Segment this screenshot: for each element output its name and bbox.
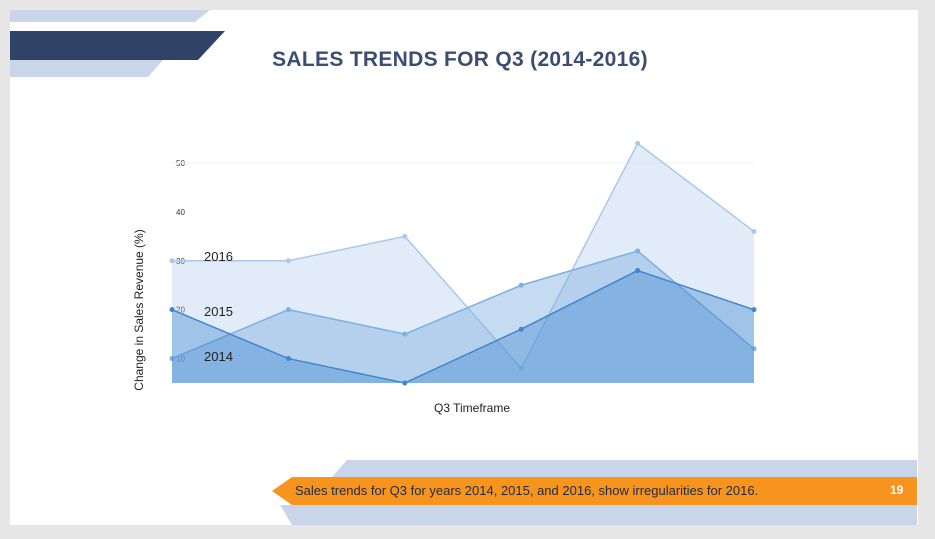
header-decoration	[10, 10, 225, 77]
series-layer	[169, 140, 757, 386]
y-tick-label: 40	[176, 208, 185, 217]
data-point-2016	[285, 258, 291, 264]
y-tick-label: 10	[176, 355, 185, 364]
data-point-2015	[402, 331, 408, 337]
footer-band-light-bottom	[280, 505, 917, 525]
data-point-2014	[285, 356, 291, 362]
y-axis-label: Change in Sales Revenue (%)	[132, 229, 146, 391]
series-label-2015: 2015	[204, 304, 233, 319]
data-point-2015	[518, 282, 524, 288]
footer-band	[272, 460, 917, 525]
data-point-2014	[635, 268, 641, 274]
header-band-navy	[10, 31, 225, 60]
series-line-2014	[171, 269, 755, 384]
footer-caption: Sales trends for Q3 for years 2014, 2015…	[295, 483, 759, 498]
header-band-light-top	[10, 10, 210, 22]
data-point-2016	[635, 140, 641, 146]
data-point-2016	[402, 233, 408, 239]
data-point-2014	[751, 307, 757, 313]
series-area-2015	[172, 251, 754, 383]
slide: SALES TRENDS FOR Q3 (2014-2016) 10 20 30 40…	[10, 10, 918, 525]
series-area-2016	[172, 143, 754, 383]
data-point-2015	[635, 248, 641, 254]
data-point-2016	[169, 258, 175, 264]
data-point-2014	[169, 307, 175, 313]
slide-title: SALES TRENDS FOR Q3 (2014-2016)	[272, 48, 648, 71]
series-line-2016	[172, 142, 755, 370]
data-point-2014	[518, 326, 524, 332]
series-label-2014: 2014	[204, 349, 233, 364]
data-point-2016	[518, 365, 524, 371]
header-band-light-bottom	[10, 60, 163, 77]
data-point-2014	[402, 380, 408, 386]
page-number: 19	[890, 483, 904, 497]
series-area-2014	[172, 270, 754, 383]
series-labels: 2016 2015 2014	[204, 249, 233, 364]
footer-band-orange	[272, 477, 917, 505]
series-label-2016: 2016	[204, 249, 233, 264]
data-point-2015	[285, 307, 291, 313]
data-point-2015	[751, 346, 757, 352]
series-line-2015	[171, 250, 755, 360]
x-axis-label: Q3 Timeframe	[433, 401, 511, 415]
data-point-2015	[169, 356, 175, 362]
y-tick-label: 20	[176, 306, 185, 315]
footer-band-light-top	[332, 460, 917, 477]
data-point-2016	[751, 228, 757, 234]
